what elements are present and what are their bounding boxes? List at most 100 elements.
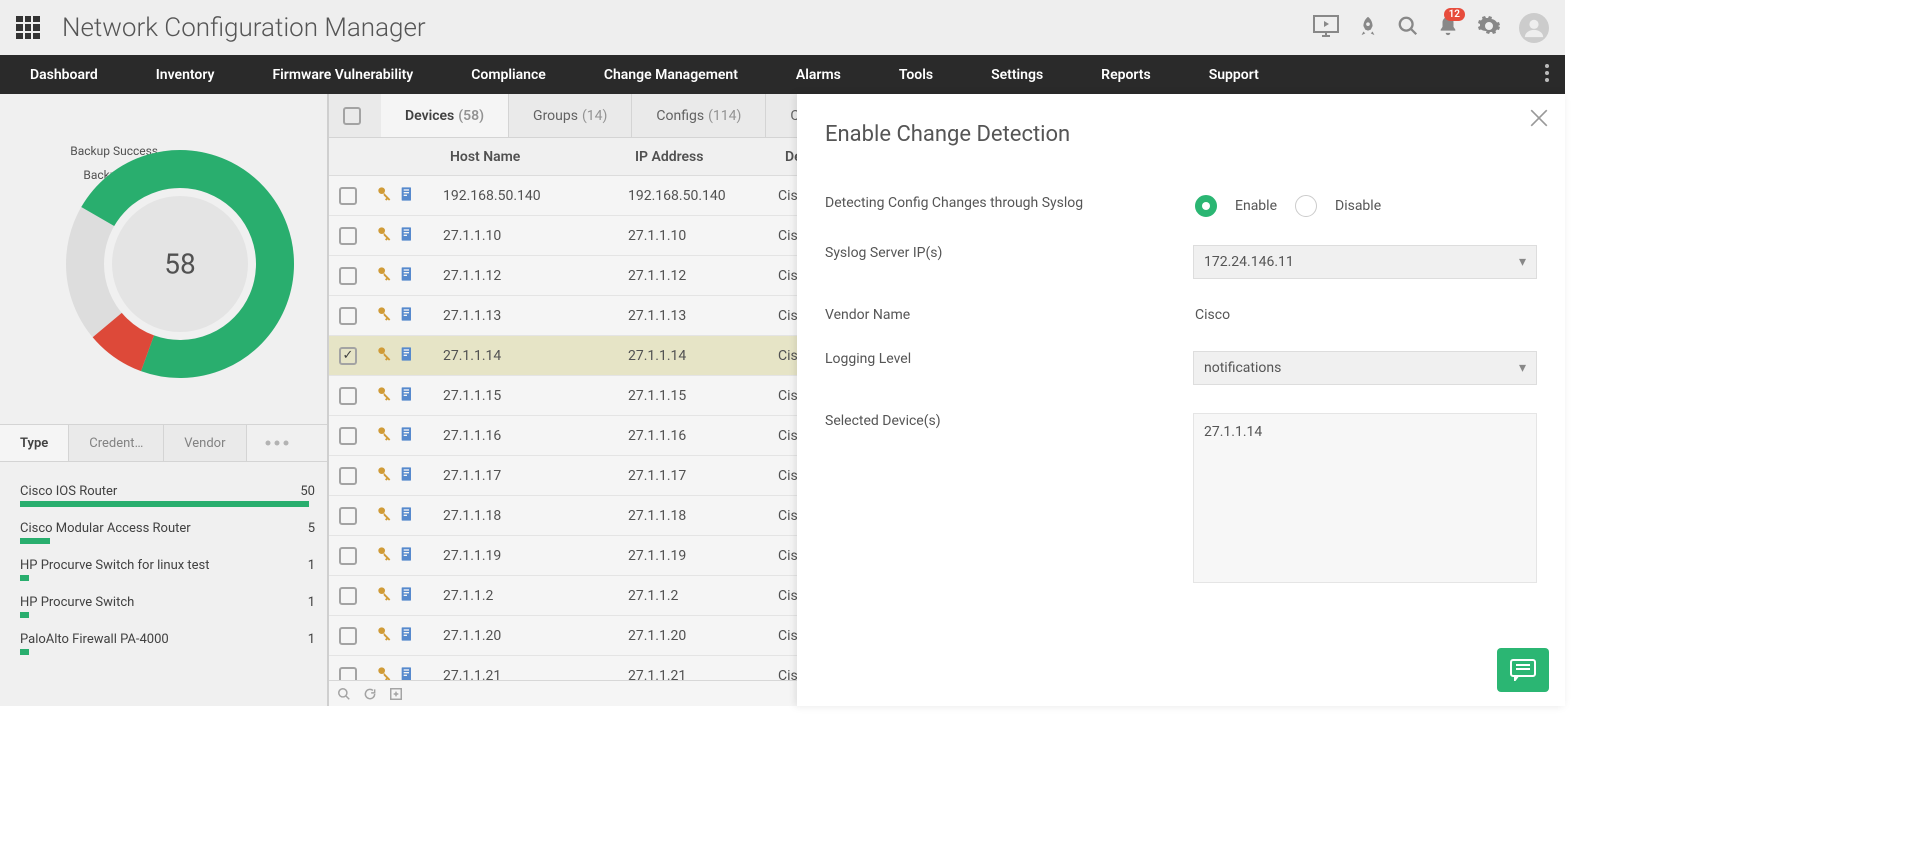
row-checkbox[interactable] [339, 667, 357, 681]
radio-enable[interactable] [1195, 195, 1217, 217]
nav-support[interactable]: Support [1209, 67, 1259, 83]
presentation-icon[interactable] [1313, 15, 1339, 41]
tab-groups[interactable]: Groups (14) [509, 94, 632, 137]
cell-host: 27.1.1.13 [443, 308, 628, 324]
config-icon[interactable] [399, 306, 415, 326]
col-header-ip[interactable]: IP Address [635, 149, 785, 165]
cell-host: 27.1.1.15 [443, 388, 628, 404]
chat-fab[interactable] [1497, 648, 1549, 692]
sidebar-tab-more-icon[interactable] [247, 425, 307, 461]
config-icon[interactable] [399, 506, 415, 526]
notification-badge: 12 [1444, 8, 1465, 21]
nav-inventory[interactable]: Inventory [156, 67, 215, 83]
config-icon[interactable] [399, 586, 415, 606]
row-icons [377, 306, 433, 326]
cell-host: 192.168.50.140 [443, 188, 628, 204]
avatar[interactable] [1519, 13, 1549, 43]
type-item[interactable]: HP Procurve Switch for linux test1 [20, 552, 315, 575]
key-icon[interactable] [377, 186, 393, 206]
config-icon[interactable] [399, 666, 415, 681]
config-icon[interactable] [399, 626, 415, 646]
key-icon[interactable] [377, 626, 393, 646]
key-icon[interactable] [377, 546, 393, 566]
rocket-icon[interactable] [1357, 15, 1379, 41]
key-icon[interactable] [377, 466, 393, 486]
nav-more-icon[interactable] [1545, 64, 1549, 86]
type-item[interactable]: Cisco Modular Access Router5 [20, 515, 315, 538]
key-icon[interactable] [377, 506, 393, 526]
sidebar-tab-credent[interactable]: Credent… [69, 425, 164, 461]
radio-disable-label: Disable [1335, 198, 1381, 214]
select-syslog-value: 172.24.146.11 [1204, 254, 1294, 270]
type-item[interactable]: HP Procurve Switch1 [20, 589, 315, 612]
cell-ip: 27.1.1.12 [628, 268, 778, 284]
row-checkbox[interactable] [339, 347, 357, 365]
nav-firmware-vulnerability[interactable]: Firmware Vulnerability [272, 67, 413, 83]
gear-icon[interactable] [1477, 14, 1501, 42]
config-icon[interactable] [399, 386, 415, 406]
key-icon[interactable] [377, 266, 393, 286]
type-item[interactable]: Cisco IOS Router50 [20, 478, 315, 501]
key-icon[interactable] [377, 666, 393, 681]
key-icon[interactable] [377, 386, 393, 406]
search-icon[interactable] [1397, 15, 1419, 41]
row-icons [377, 626, 433, 646]
nav-settings[interactable]: Settings [991, 67, 1043, 83]
sidebar-tab-vendor[interactable]: Vendor [164, 425, 246, 461]
row-checkbox[interactable] [339, 467, 357, 485]
nav-alarms[interactable]: Alarms [796, 67, 841, 83]
config-icon[interactable] [399, 546, 415, 566]
nav-tools[interactable]: Tools [899, 67, 933, 83]
row-checkbox[interactable] [339, 427, 357, 445]
row-icons [377, 546, 433, 566]
config-icon[interactable] [399, 426, 415, 446]
nav-change-management[interactable]: Change Management [604, 67, 738, 83]
sidebar-tab-type[interactable]: Type [0, 425, 69, 461]
key-icon[interactable] [377, 306, 393, 326]
key-icon[interactable] [377, 226, 393, 246]
cell-host: 27.1.1.18 [443, 508, 628, 524]
row-checkbox[interactable] [339, 547, 357, 565]
key-icon[interactable] [377, 586, 393, 606]
tab-devices[interactable]: Devices (58) [381, 94, 509, 137]
sidebar-type-list: Cisco IOS Router50 Cisco Modular Access R… [0, 462, 327, 706]
row-checkbox[interactable] [339, 187, 357, 205]
panel-close-icon[interactable] [1529, 108, 1549, 132]
row-icons [377, 226, 433, 246]
footer-refresh-icon[interactable] [363, 687, 377, 701]
type-item[interactable]: PaloAlto Firewall PA-40001 [20, 626, 315, 649]
config-icon[interactable] [399, 186, 415, 206]
footer-export-icon[interactable] [389, 687, 403, 701]
bell-icon[interactable]: 12 [1437, 14, 1459, 42]
config-icon[interactable] [399, 266, 415, 286]
select-logging-level[interactable]: notifications ▾ [1193, 351, 1537, 385]
select-syslog-ip[interactable]: 172.24.146.11 ▾ [1193, 245, 1537, 279]
row-checkbox[interactable] [339, 627, 357, 645]
config-icon[interactable] [399, 466, 415, 486]
row-icons [377, 386, 433, 406]
top-header: Network Configuration Manager 12 [0, 0, 1565, 55]
select-all-checkbox[interactable] [343, 107, 361, 125]
row-checkbox[interactable] [339, 307, 357, 325]
key-icon[interactable] [377, 426, 393, 446]
row-checkbox[interactable] [339, 507, 357, 525]
radio-disable[interactable] [1295, 195, 1317, 217]
app-title: Network Configuration Manager [62, 13, 426, 43]
nav-reports[interactable]: Reports [1101, 67, 1151, 83]
key-icon[interactable] [377, 346, 393, 366]
apps-grid-icon[interactable] [16, 16, 40, 40]
footer-search-icon[interactable] [337, 687, 351, 701]
col-header-host[interactable]: Host Name [450, 149, 635, 165]
row-checkbox[interactable] [339, 267, 357, 285]
nav-compliance[interactable]: Compliance [471, 67, 546, 83]
row-checkbox[interactable] [339, 587, 357, 605]
config-icon[interactable] [399, 346, 415, 366]
type-bar [20, 612, 29, 618]
tab-configs[interactable]: Configs (114) [632, 94, 766, 137]
row-checkbox[interactable] [339, 387, 357, 405]
change-detection-panel: Enable Change Detection Detecting Config… [797, 94, 1565, 706]
row-checkbox[interactable] [339, 227, 357, 245]
nav-dashboard[interactable]: Dashboard [30, 67, 98, 83]
config-icon[interactable] [399, 226, 415, 246]
row-icons [377, 666, 433, 681]
